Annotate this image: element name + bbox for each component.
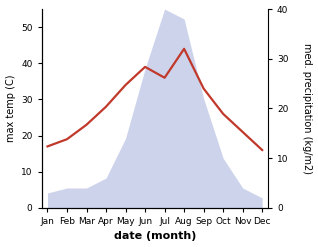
Y-axis label: max temp (C): max temp (C): [5, 75, 16, 142]
Y-axis label: med. precipitation (kg/m2): med. precipitation (kg/m2): [302, 43, 313, 174]
X-axis label: date (month): date (month): [114, 231, 196, 242]
